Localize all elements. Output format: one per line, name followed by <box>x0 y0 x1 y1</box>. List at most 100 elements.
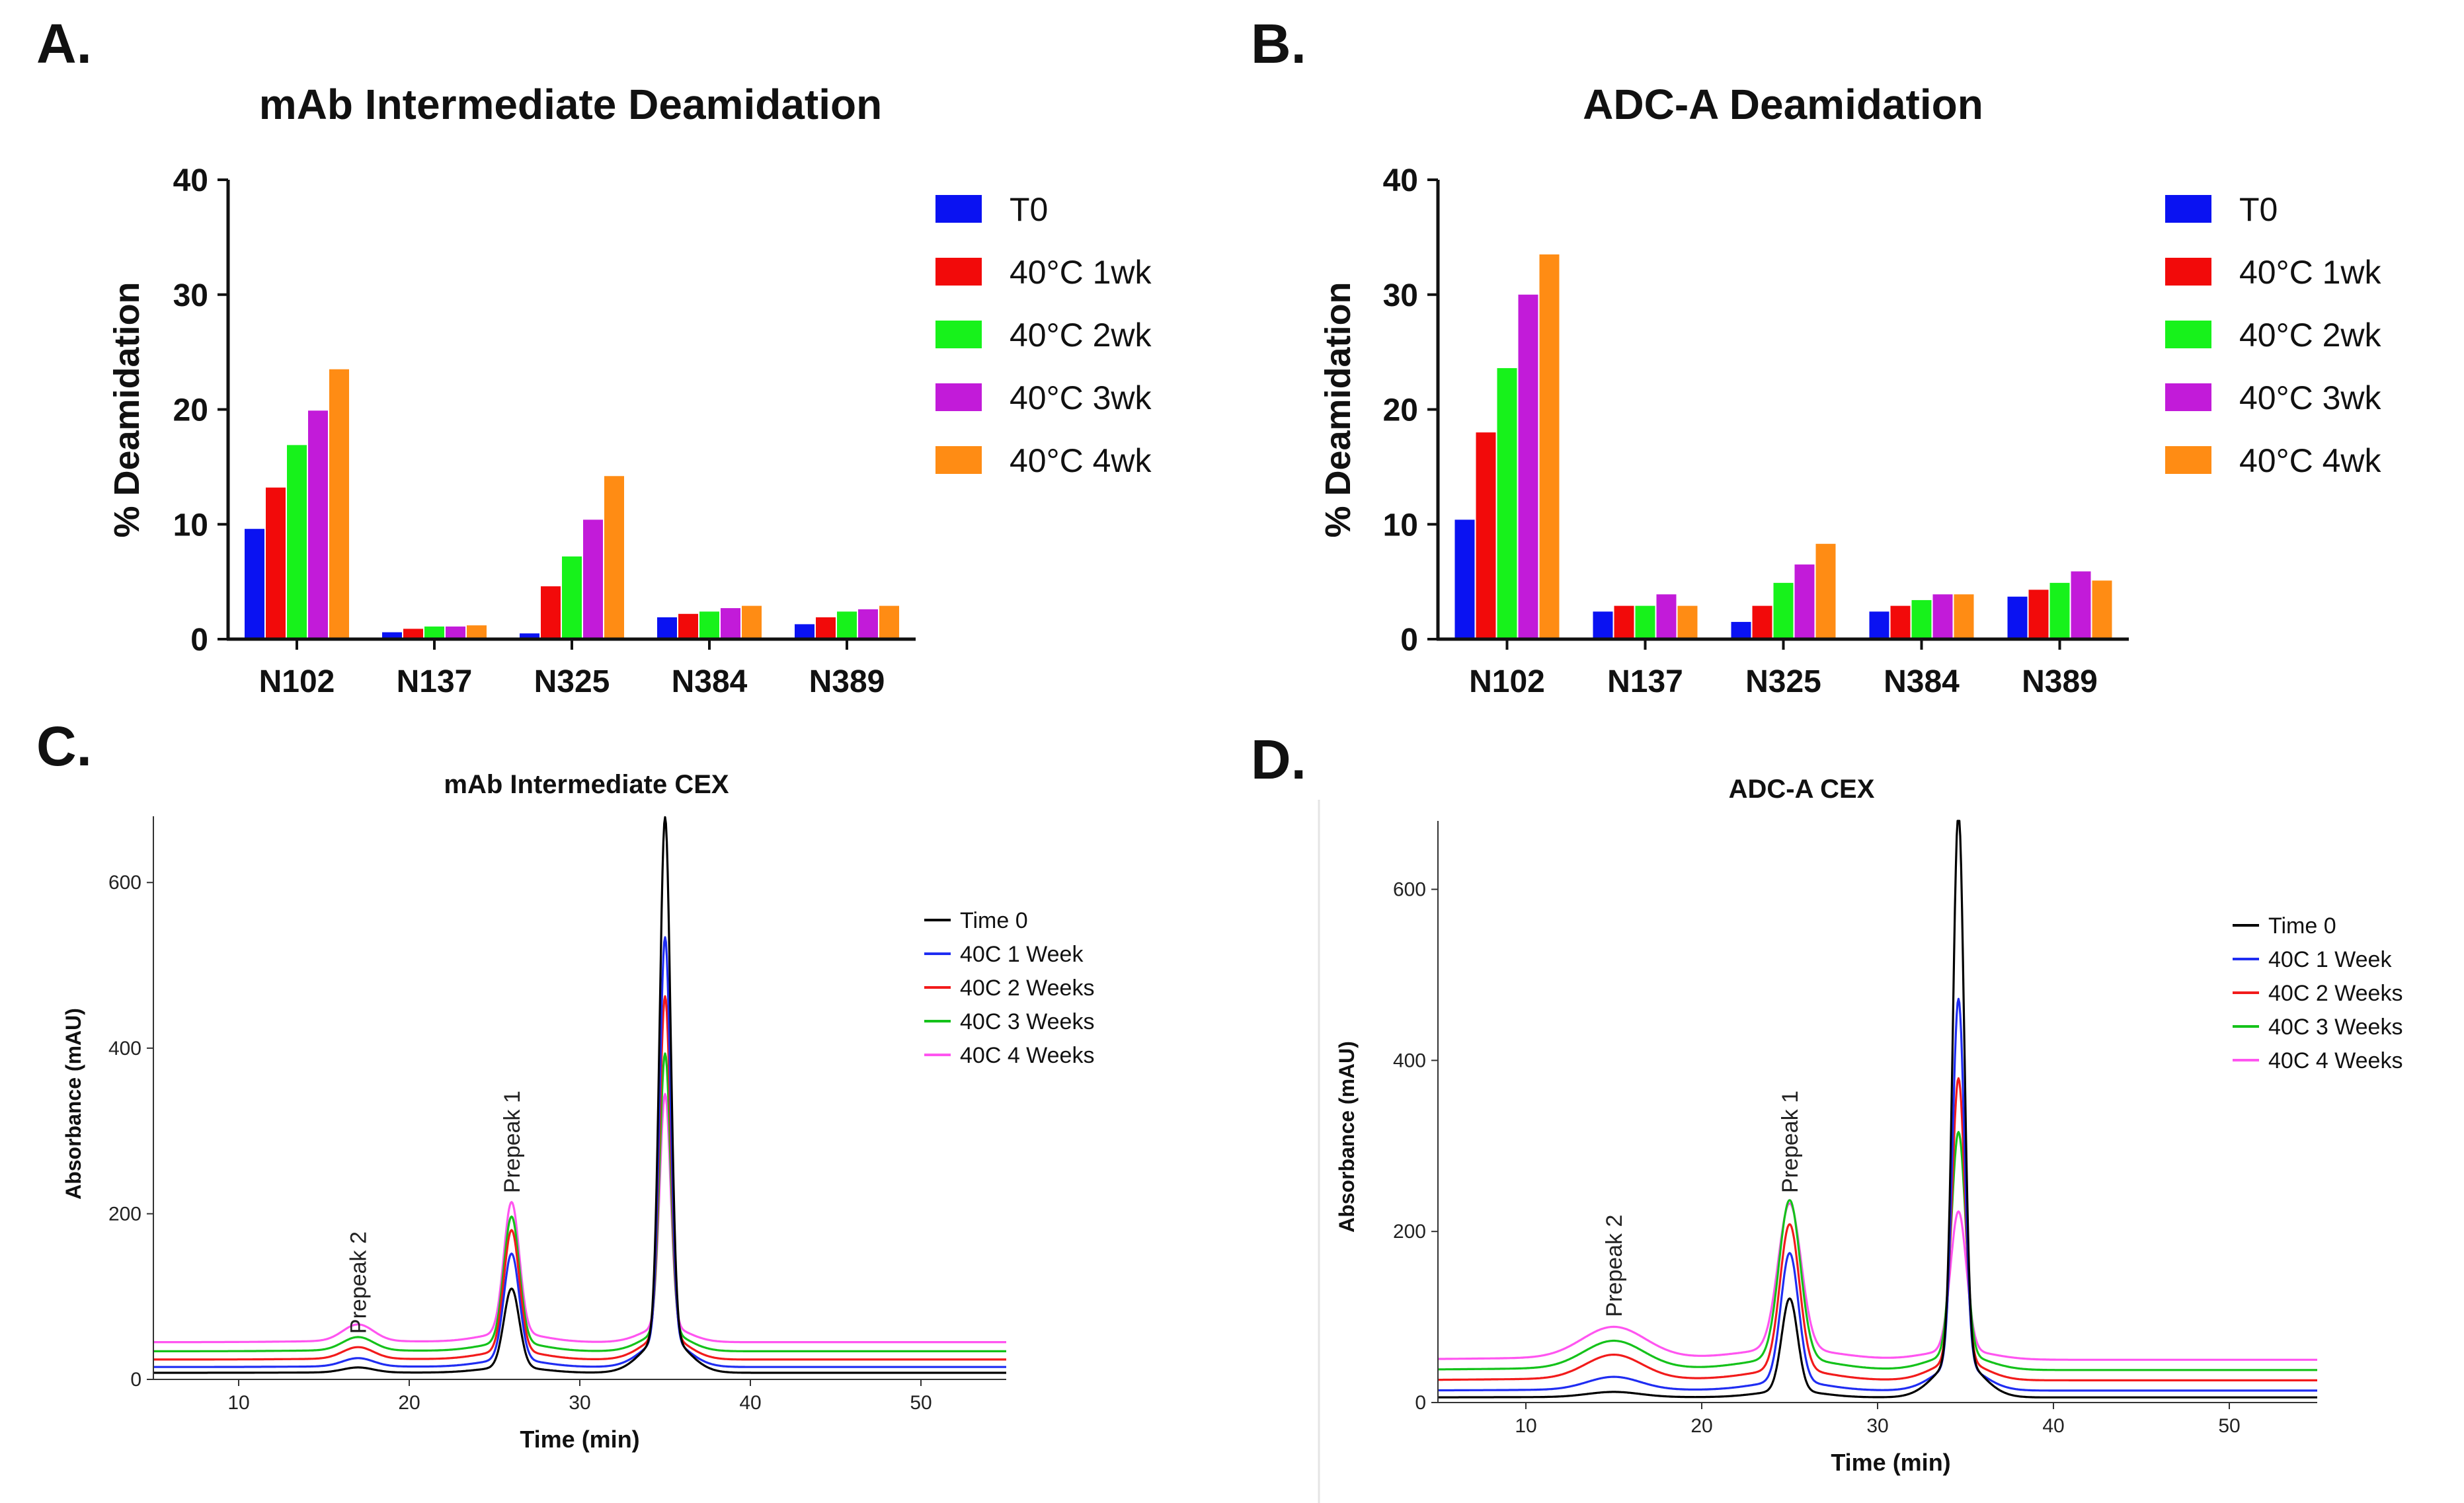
series-line <box>1437 1077 2318 1381</box>
bar <box>1815 543 1836 639</box>
legend-swatch <box>2165 195 2211 223</box>
legend-label: 40°C 4wk <box>1010 442 1152 479</box>
bar <box>520 633 539 639</box>
bar <box>1794 564 1815 639</box>
legend-swatch <box>935 258 982 286</box>
panel-d: D. ADC-A CEX 10 20 30 40 50 0 200 400 600 Prepea… <box>1251 728 2403 1476</box>
bar <box>329 369 349 639</box>
x-tick-label: N102 <box>1469 664 1545 699</box>
x-tick-label: N389 <box>809 664 885 699</box>
panel-letter-b: B. <box>1251 13 1306 75</box>
series-line <box>1437 820 2318 1399</box>
legend-swatch <box>935 195 982 223</box>
series-line <box>153 1093 1007 1344</box>
panel-letter-a: A. <box>36 13 92 75</box>
legend-label: 40C 3 Weeks <box>2268 1015 2403 1040</box>
bar <box>1593 611 1613 639</box>
bar <box>266 487 286 639</box>
x-tick-label: N389 <box>2022 664 2098 699</box>
annotation: Prepeak 1 <box>1778 1091 1803 1193</box>
y-tick-label: 30 <box>1383 278 1418 313</box>
bar <box>287 445 307 639</box>
series-line <box>153 936 1007 1368</box>
bar <box>742 605 762 639</box>
bar <box>2092 580 2112 639</box>
legend-swatch <box>935 446 982 474</box>
legend-swatch <box>2165 383 2211 411</box>
chart-title: mAb Intermediate CEX <box>444 770 729 799</box>
legend-label: Time 0 <box>2268 913 2336 939</box>
bar <box>816 617 836 639</box>
bar <box>1752 605 1772 639</box>
y-tick-label: 20 <box>1383 393 1418 428</box>
bar <box>2071 571 2091 639</box>
bar <box>2028 590 2049 639</box>
y-tick-label: 0 <box>1400 623 1418 658</box>
y-axis-label: Absorbance (mAU) <box>1335 1041 1359 1233</box>
y-axis-label: Absorbance (mAU) <box>61 1008 85 1200</box>
chart-title: mAb Intermediate Deamidation <box>259 81 882 128</box>
x-tick-label: N325 <box>534 664 610 699</box>
bar <box>699 611 719 639</box>
bar <box>1635 605 1655 639</box>
y-tick-label: 40 <box>173 163 208 198</box>
legend-label: 40°C 1wk <box>2239 254 2382 291</box>
bar <box>858 609 878 639</box>
bar <box>604 476 624 639</box>
chart-title: ADC-A Deamidation <box>1583 81 1983 128</box>
bar <box>1932 594 1953 639</box>
legend-label: 40°C 2wk <box>1010 317 1152 354</box>
x-tick-label: 50 <box>2218 1415 2240 1437</box>
legend-swatch <box>2165 321 2211 348</box>
y-axis-label: % Deamidation <box>1318 282 1358 537</box>
x-tick-label: 50 <box>910 1392 932 1414</box>
legend-label: 40C 2 Weeks <box>2268 981 2403 1006</box>
legend-swatch <box>935 321 982 348</box>
y-tick-label: 600 <box>1393 879 1426 901</box>
bar <box>2007 596 2028 639</box>
bar <box>382 632 402 639</box>
y-axis-label: % Deamidation <box>107 282 147 537</box>
bar <box>1476 432 1496 639</box>
bar <box>1454 520 1475 639</box>
panel-a: A. mAb Intermediate Deamidation 0 10 20 30 4… <box>36 13 1152 699</box>
x-tick-label: 40 <box>2042 1415 2064 1437</box>
legend-label: 40C 3 Weeks <box>960 1009 1094 1034</box>
x-tick-label: N384 <box>672 664 748 699</box>
legend-label: 40C 2 Weeks <box>960 976 1094 1001</box>
x-tick-label: N325 <box>1745 664 1821 699</box>
panel-c: C. mAb Intermediate CEX 10 20 30 40 50 0 200 40… <box>36 715 1094 1453</box>
y-tick-label: 200 <box>1393 1221 1426 1243</box>
bar <box>721 608 740 639</box>
y-tick-label: 0 <box>190 623 208 658</box>
legend-label: T0 <box>1010 191 1048 228</box>
series-line <box>1437 1131 2318 1371</box>
bar <box>562 556 582 639</box>
x-tick-label: 10 <box>227 1392 249 1414</box>
y-tick-label: 20 <box>173 393 208 428</box>
bar <box>1518 294 1538 639</box>
bar <box>403 629 423 639</box>
x-tick-label: 30 <box>1866 1415 1888 1437</box>
bar <box>583 520 603 639</box>
bar <box>678 613 698 639</box>
panel-letter-d: D. <box>1251 728 1306 790</box>
legend-label: 40°C 2wk <box>2239 317 2382 354</box>
panel-b: B. ADC-A Deamidation 0 10 20 30 40 N102 N137 N3… <box>1251 13 2382 699</box>
y-tick-label: 200 <box>108 1203 141 1225</box>
bar <box>1677 605 1698 639</box>
x-axis-label: Time (min) <box>1831 1449 1950 1476</box>
series-line <box>1437 997 2318 1392</box>
series-line <box>153 995 1007 1361</box>
bar <box>657 617 677 639</box>
bar <box>1911 599 1932 639</box>
legend-swatch <box>2165 446 2211 474</box>
bar <box>1890 605 1911 639</box>
legend-swatch <box>2165 258 2211 286</box>
panel-letter-c: C. <box>36 715 92 777</box>
bar <box>1773 582 1794 639</box>
x-tick-label: 20 <box>1690 1415 1712 1437</box>
bar <box>1656 594 1677 639</box>
y-tick-label: 10 <box>173 508 208 543</box>
